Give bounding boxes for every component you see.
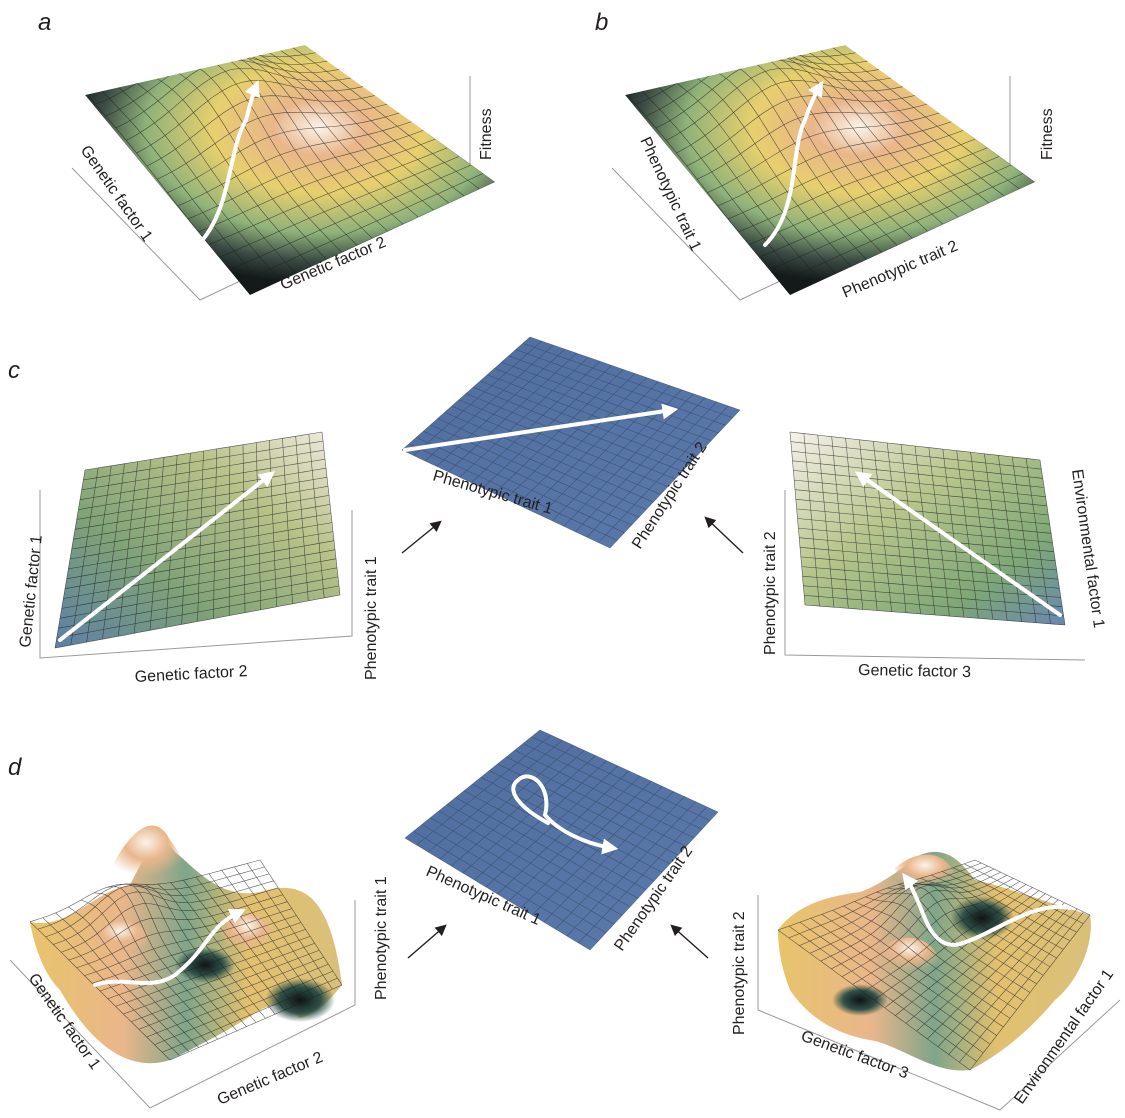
panel-b-letter: b xyxy=(595,9,608,36)
panel-c-letter: c xyxy=(8,357,20,384)
panel-c-right-arrow xyxy=(704,516,744,554)
panel-c-left-arrow xyxy=(401,520,442,554)
panel-c-vertical-axis-label: Phenotypic trait 1 xyxy=(363,556,380,680)
panel-c-right-surface: Phenotypic trait 2 Genetic factor 3 Envi… xyxy=(762,431,1107,681)
panel-c-right-right-axis-label: Environmental factor 1 xyxy=(1068,468,1107,629)
panel-a-letter: a xyxy=(38,9,51,36)
panel-d-right-left-axis-label: Phenotypic trait 2 xyxy=(731,911,748,1035)
panel-d-right-arrow xyxy=(670,924,709,959)
panel-b-vertical-axis-label: Fitness xyxy=(1039,108,1056,160)
panel-a: a Genetic factor 1 Genetic factor 2 Fitn… xyxy=(38,9,495,301)
panel-d-left-surface: Genetic factor 1 Genetic factor 2 Phenot… xyxy=(9,825,390,1109)
panel-c-center-plane: Phenotypic trait 1 Phenotypic trait 2 xyxy=(401,336,741,552)
panel-a-surface xyxy=(85,45,495,295)
panel-d-center-path-loop xyxy=(511,774,619,855)
panel-d-left-path-arrow xyxy=(93,909,246,987)
panel-d-left-arrow xyxy=(407,924,447,959)
panel-a-path-arrow xyxy=(196,80,260,247)
panel-c-left-axis-label: Genetic factor 1 xyxy=(17,534,46,648)
panel-c: c Genetic factor 1 Genetic factor 2 Phen… xyxy=(8,336,1107,686)
panel-c-left-surface: Genetic factor 1 Genetic factor 2 Phenot… xyxy=(17,431,380,686)
panel-b-path-arrow xyxy=(763,80,824,247)
panel-c-left-path-arrow xyxy=(58,471,276,642)
panel-d: d Genetic factor 1 Genetic factor 2 Phen… xyxy=(8,729,1121,1111)
panel-a-vertical-axis-label: Fitness xyxy=(478,108,495,160)
panel-d-vertical-axis-label: Phenotypic trait 1 xyxy=(373,876,390,1000)
panel-b: b Phenotypic trait 1 Phenotypic trait 2 … xyxy=(595,9,1056,302)
panel-c-right-bottom-axis-label: Genetic factor 3 xyxy=(858,662,971,681)
panel-c-right-left-axis-label: Phenotypic trait 2 xyxy=(762,531,779,655)
panel-c-right-path-arrow xyxy=(854,471,1062,617)
panel-d-right-path-arrow xyxy=(902,872,1072,948)
panel-b-surface xyxy=(625,45,1035,295)
panel-d-right-surface: Phenotypic trait 2 Genetic factor 3 Envi… xyxy=(731,851,1121,1111)
panel-d-bottom-axis-label: Genetic factor 2 xyxy=(215,1049,326,1109)
panel-d-letter: d xyxy=(8,754,22,781)
panel-c-bottom-axis-label: Genetic factor 2 xyxy=(134,663,248,686)
panel-d-center-plane: Phenotypic trait 1 Phenotypic trait 2 xyxy=(404,729,719,954)
panel-c-center-path-arrow xyxy=(403,403,679,452)
